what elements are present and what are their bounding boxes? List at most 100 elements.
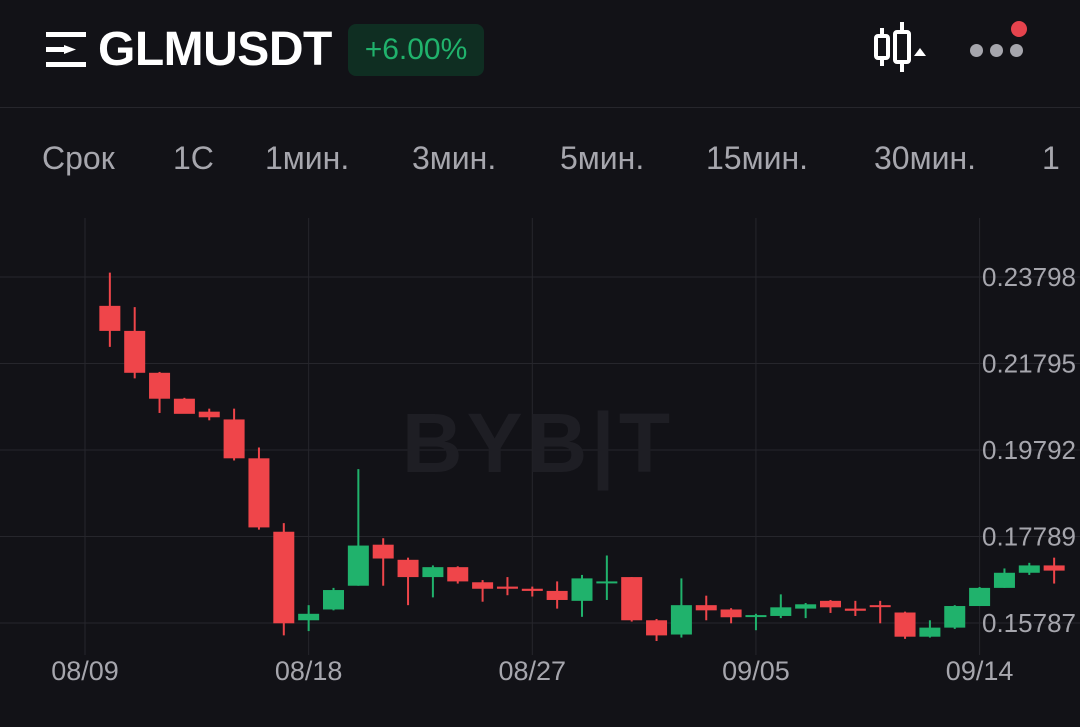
more-dot-icon [990, 44, 1003, 57]
bybit-watermark: BYB|T [402, 396, 674, 491]
candle-down [99, 272, 121, 347]
more-dot-icon [1010, 44, 1023, 57]
candle-down [124, 307, 146, 379]
more-dot-icon [970, 44, 983, 57]
tab-1s[interactable]: 1С [173, 140, 214, 176]
candle-down [869, 600, 891, 624]
candle-body [894, 612, 916, 637]
candle-body [248, 458, 270, 528]
candle-up [298, 605, 320, 632]
candle-body [447, 567, 469, 582]
candle-body [173, 398, 195, 414]
candle-down [820, 599, 841, 613]
candle-body [198, 411, 220, 418]
date-tick-label: 08/09 [51, 656, 119, 686]
tab-15min[interactable]: 15мин. [706, 140, 809, 176]
price-tick-label: 0.19792 [982, 435, 1076, 465]
candle-body [99, 305, 121, 331]
candle-body [124, 330, 146, 373]
chart-type-button[interactable] [868, 20, 930, 76]
candle-down [496, 577, 518, 596]
tab-1min[interactable]: 1мин. [265, 140, 350, 176]
candle-down [273, 523, 295, 636]
menu-lines-icon[interactable] [46, 32, 88, 68]
candle-body [571, 578, 593, 601]
date-tick-label: 08/27 [499, 656, 567, 686]
price-tick-label: 0.23798 [982, 262, 1076, 292]
candle-down [149, 371, 171, 413]
candle-body [944, 606, 966, 628]
tab-30min[interactable]: 30мин. [874, 140, 977, 176]
date-tick-label: 08/18 [275, 656, 343, 686]
candle-up [323, 587, 344, 611]
candle-down [646, 618, 668, 642]
candle-up [919, 620, 941, 638]
candle-up [1018, 562, 1040, 575]
candle-body [149, 372, 171, 399]
timeframe-tabs: Срок 1С 1мин. 3мин. 5мин. 15мин. 30мин. … [0, 108, 1080, 208]
candle-down [223, 408, 245, 461]
candle-down [397, 557, 419, 606]
candle-body [347, 545, 369, 586]
candle-down [894, 611, 916, 639]
price-tick-label: 0.17789 [982, 522, 1076, 552]
candle-up [596, 555, 618, 600]
candle-body [745, 615, 767, 618]
candle-down [521, 586, 543, 597]
candle-down [695, 595, 717, 621]
candle-body [521, 588, 543, 591]
candles [99, 272, 1065, 642]
candle-up [993, 568, 1015, 588]
candle-down [720, 608, 742, 624]
tab-1h-partial[interactable]: 1 [1042, 140, 1060, 176]
candle-down [372, 538, 394, 586]
candle-body [795, 604, 817, 609]
candle-up [969, 587, 991, 607]
candle-body [397, 559, 419, 578]
candle-body [770, 607, 792, 616]
candle-body [720, 609, 742, 618]
candle-down [1043, 557, 1065, 584]
header: GLMUSDT +6.00% [0, 0, 1080, 108]
candle-up [795, 603, 817, 619]
candle-body [546, 590, 568, 600]
candle-body [670, 605, 692, 635]
candle-body [596, 581, 618, 584]
candle-body [223, 419, 245, 459]
tab-term[interactable]: Срок [42, 140, 115, 176]
candle-down [472, 580, 494, 602]
candle-down [173, 397, 195, 414]
candle-down [447, 566, 469, 584]
candle-body [1043, 565, 1065, 571]
candle-body [993, 572, 1015, 588]
candle-up [770, 594, 792, 619]
more-button[interactable] [964, 20, 1034, 76]
price-tick-label: 0.21795 [982, 349, 1076, 379]
candle-up [422, 565, 444, 598]
date-tick-label: 09/14 [946, 656, 1014, 686]
tab-3min[interactable]: 3мин. [412, 140, 497, 176]
tab-5min[interactable]: 5мин. [560, 140, 645, 176]
date-tick-label: 09/05 [722, 656, 790, 686]
candlestick-chart-icon [874, 22, 926, 72]
candle-down [844, 600, 866, 616]
candle-body [969, 587, 991, 607]
candle-body [422, 567, 444, 578]
candle-body [646, 620, 668, 636]
price-change-badge: +6.00% [348, 24, 484, 76]
candle-up [571, 574, 593, 617]
candle-body [844, 608, 866, 611]
candle-body [919, 627, 941, 637]
candle-body [298, 613, 320, 621]
candle-body [273, 531, 295, 624]
candle-down [546, 581, 568, 609]
candle-down [621, 577, 643, 622]
candle-up [944, 605, 966, 629]
candle-body [323, 590, 344, 610]
candle-down [248, 447, 270, 530]
candle-up [347, 469, 369, 586]
candle-body [472, 582, 494, 589]
candle-body [372, 544, 394, 559]
symbol-title[interactable]: GLMUSDT [98, 23, 332, 76]
